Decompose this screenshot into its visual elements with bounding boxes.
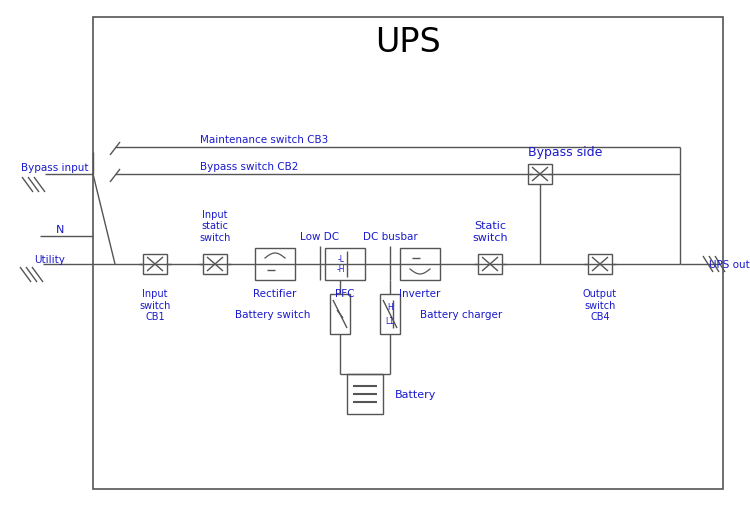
Bar [93, 18, 723, 489]
Text: Low DC: Low DC [301, 232, 340, 242]
Bar [203, 254, 227, 274]
Bar [325, 248, 365, 280]
Text: Battery switch: Battery switch [235, 309, 310, 319]
Text: Bypass switch CB2: Bypass switch CB2 [200, 162, 298, 172]
Text: H: H [387, 303, 393, 312]
Text: PFC: PFC [335, 289, 355, 298]
Bar [347, 374, 383, 414]
Text: Bypass input: Bypass input [21, 163, 88, 173]
Text: Bypass side: Bypass side [528, 146, 602, 159]
Text: DC busbar: DC busbar [363, 232, 418, 242]
Bar [400, 248, 440, 280]
Bar [528, 165, 552, 185]
Bar [478, 254, 502, 274]
Text: Output
switch
CB4: Output switch CB4 [583, 289, 617, 322]
Bar [143, 254, 167, 274]
Text: Battery: Battery [395, 389, 436, 399]
Text: Battery charger: Battery charger [420, 309, 503, 319]
Text: UPS output: UPS output [709, 260, 750, 269]
Bar [330, 294, 350, 334]
Text: UPS: UPS [375, 25, 441, 59]
Bar [588, 254, 612, 274]
Text: Utility: Utility [34, 254, 65, 265]
Text: -H: -H [337, 265, 345, 274]
Text: Input
static
switch: Input static switch [200, 209, 231, 242]
Text: Maintenance switch CB3: Maintenance switch CB3 [200, 135, 328, 145]
Text: Rectifier: Rectifier [254, 289, 297, 298]
Text: Inverter: Inverter [399, 289, 441, 298]
Text: L1: L1 [386, 317, 394, 326]
Bar [380, 294, 400, 334]
Text: N: N [56, 224, 64, 235]
Text: Static
switch: Static switch [472, 221, 508, 242]
Bar [255, 248, 295, 280]
Text: Input
switch
CB1: Input switch CB1 [140, 289, 171, 322]
Text: -L: -L [338, 255, 344, 264]
